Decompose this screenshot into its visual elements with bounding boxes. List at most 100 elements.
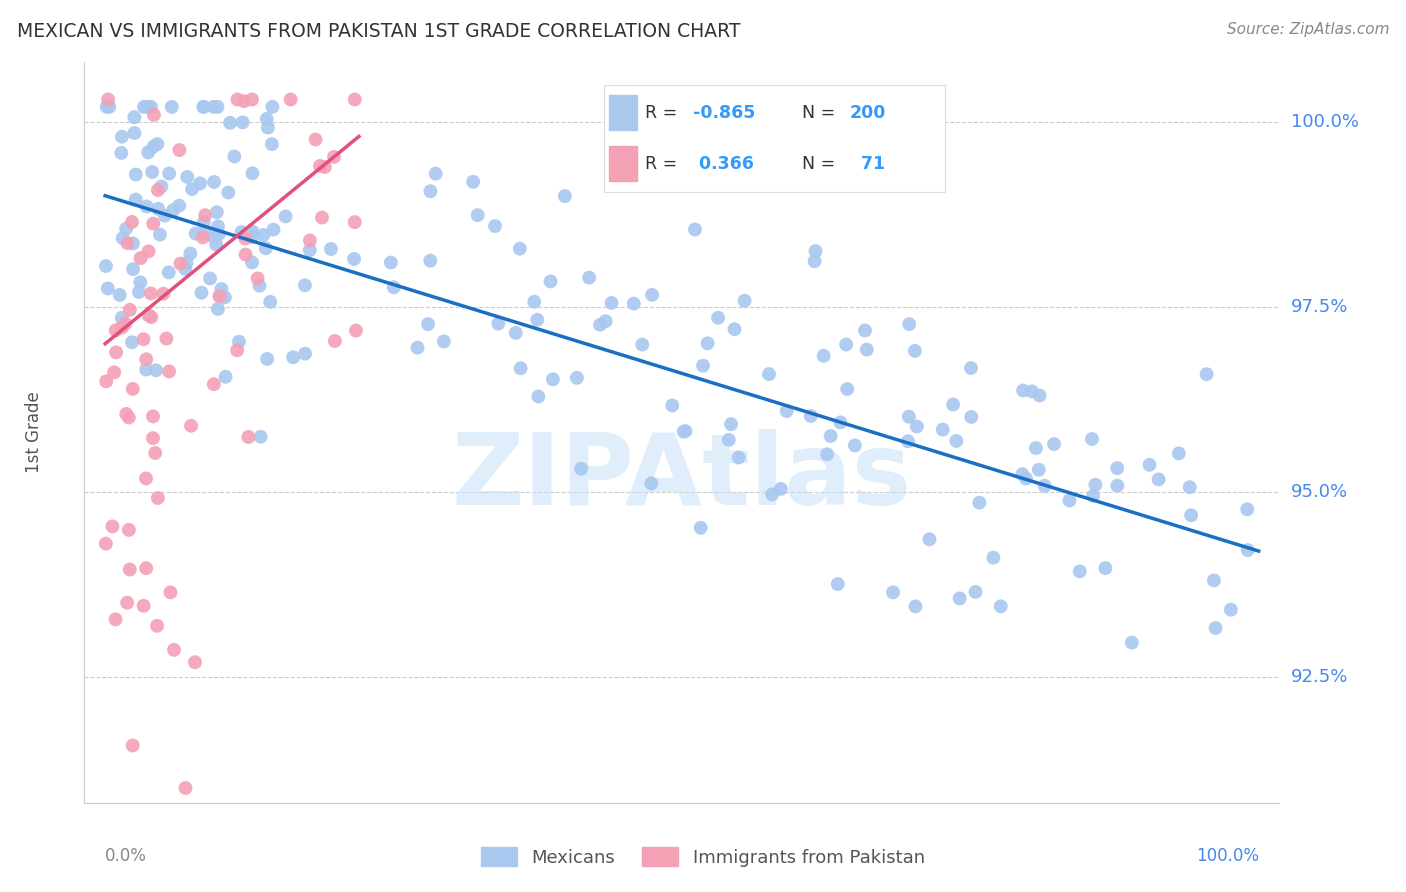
Point — [139, 100, 162, 114]
Point — [298, 234, 321, 248]
Point — [1147, 472, 1170, 486]
Point — [135, 199, 157, 213]
Point — [803, 254, 825, 268]
Point — [1180, 508, 1202, 523]
Point — [157, 166, 180, 180]
Point — [111, 231, 134, 245]
Point — [837, 382, 859, 396]
Point — [254, 241, 277, 255]
Point — [1139, 458, 1161, 472]
Point — [319, 242, 342, 256]
Point — [209, 282, 232, 296]
Point — [105, 345, 128, 359]
Point — [208, 288, 231, 302]
Point — [240, 230, 263, 244]
Point — [623, 296, 645, 310]
Point — [115, 407, 138, 421]
Point — [804, 244, 827, 258]
Point — [1012, 384, 1035, 398]
Point — [467, 208, 489, 222]
Point — [990, 599, 1012, 614]
Point — [800, 409, 823, 423]
Point — [820, 429, 842, 443]
Point — [101, 519, 124, 533]
Point — [343, 215, 366, 229]
Point — [231, 225, 253, 239]
Point — [94, 536, 117, 550]
Point — [380, 255, 402, 269]
Point — [205, 205, 228, 219]
Point — [1081, 489, 1104, 503]
Point — [707, 310, 730, 325]
Point — [190, 285, 212, 300]
Point — [1043, 437, 1066, 451]
Point — [104, 323, 127, 337]
Point — [1236, 502, 1258, 516]
Point — [526, 312, 548, 326]
Point — [835, 337, 858, 351]
Point — [180, 418, 202, 433]
Text: 92.5%: 92.5% — [1291, 668, 1348, 686]
Point — [274, 210, 297, 224]
Point — [142, 431, 165, 445]
Point — [578, 270, 600, 285]
Point — [214, 369, 236, 384]
Point — [135, 471, 157, 485]
Point — [163, 643, 186, 657]
Point — [135, 362, 157, 376]
Point — [661, 399, 683, 413]
Point — [761, 487, 783, 501]
Point — [1011, 467, 1033, 482]
Point — [219, 116, 242, 130]
Point — [193, 100, 215, 114]
Point — [631, 337, 654, 351]
Point — [193, 100, 215, 114]
Point — [904, 343, 927, 358]
Point — [509, 361, 531, 376]
Point — [696, 336, 718, 351]
Point — [298, 243, 321, 257]
Point — [110, 145, 132, 160]
Point — [125, 168, 148, 182]
Point — [238, 430, 260, 444]
Point — [246, 271, 269, 285]
Point — [129, 251, 152, 265]
Point — [965, 585, 987, 599]
Point — [565, 371, 588, 385]
Point — [124, 110, 146, 124]
Point — [121, 739, 143, 753]
Point — [181, 182, 204, 196]
Point — [135, 352, 157, 367]
Point — [406, 341, 429, 355]
Point — [343, 93, 366, 107]
Point — [111, 129, 134, 144]
Point — [1059, 493, 1081, 508]
Point — [734, 293, 756, 308]
Point — [198, 271, 221, 285]
Point — [132, 100, 155, 114]
Point — [103, 365, 125, 379]
Legend: Mexicans, Immigrants from Pakistan: Mexicans, Immigrants from Pakistan — [474, 840, 932, 874]
Point — [813, 349, 835, 363]
Point — [141, 165, 163, 179]
Point — [228, 334, 250, 349]
Point — [226, 93, 249, 107]
Point — [169, 143, 191, 157]
Point — [179, 246, 201, 260]
Point — [205, 237, 228, 252]
Point — [252, 227, 274, 242]
Point — [827, 577, 849, 591]
Point — [260, 137, 283, 152]
Point — [142, 108, 165, 122]
Point — [304, 132, 326, 146]
Point — [309, 159, 332, 173]
Point — [942, 397, 965, 411]
Point — [145, 363, 167, 377]
Point — [461, 175, 484, 189]
Point — [111, 310, 134, 325]
Point — [115, 596, 138, 610]
Text: MEXICAN VS IMMIGRANTS FROM PAKISTAN 1ST GRADE CORRELATION CHART: MEXICAN VS IMMIGRANTS FROM PAKISTAN 1ST … — [17, 22, 741, 41]
Point — [96, 100, 118, 114]
Point — [960, 409, 983, 424]
Point — [194, 208, 217, 222]
